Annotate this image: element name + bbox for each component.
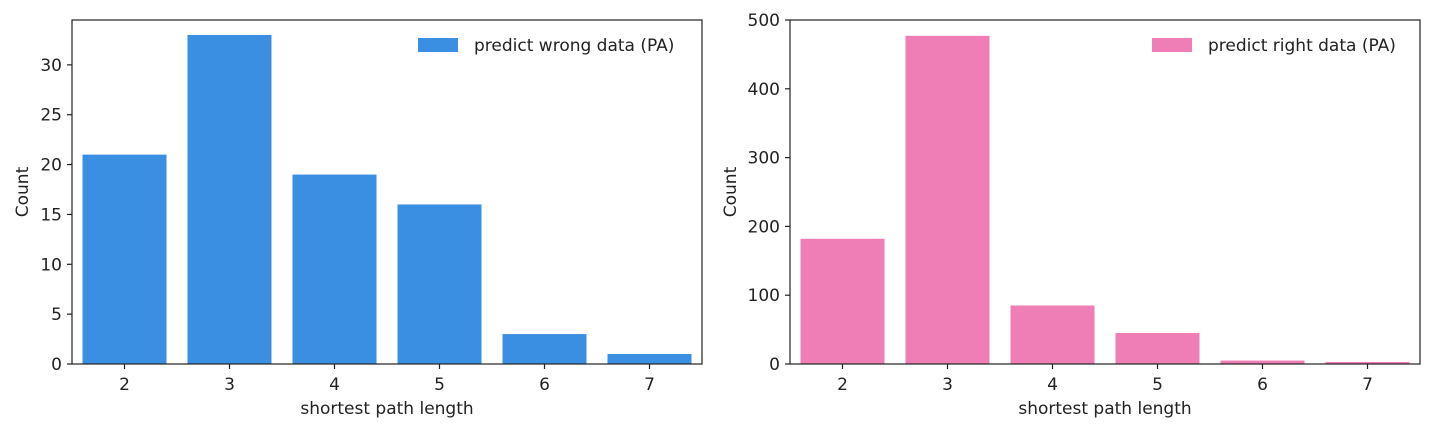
bar-7 [607,354,692,364]
x-tick-label: 6 [1257,375,1268,395]
x-tick-label: 3 [224,375,235,395]
x-tick-label: 6 [539,375,550,395]
bar-4 [292,174,377,364]
legend-label: predict wrong data (PA) [474,36,674,56]
x-tick-label: 7 [644,375,655,395]
y-tick-label: 5 [51,305,62,325]
legend: predict right data (PA) [1152,36,1396,56]
y-tick-label: 100 [748,286,780,306]
x-tick-label: 7 [1362,375,1373,395]
y-tick-label: 400 [748,80,780,100]
chart-wrong-predictions: 2 3 4 5 6 7 0 5 10 15 20 25 30 shortest path length Co… [13,19,703,419]
bar-2 [82,154,167,364]
bar-7 [1325,361,1410,364]
bar-3 [905,35,990,364]
y-axis-label: Count [721,166,741,217]
bar-4 [1010,305,1095,364]
bar-6 [1220,360,1305,364]
x-tick-label: 5 [1152,375,1163,395]
y-tick-label: 200 [748,217,780,237]
legend-swatch [1152,38,1192,52]
x-tick-label: 3 [942,375,953,395]
y-tick-label: 25 [40,106,62,126]
x-tick-label: 4 [329,375,340,395]
bar-6 [502,334,587,364]
y-tick-label: 300 [748,149,780,169]
y-axis-label: Count [13,166,33,217]
chart-right-predictions: 2 3 4 5 6 7 0 100 200 300 400 500 shortest path leng… [721,11,1421,419]
y-tick-label: 0 [769,355,780,375]
x-tick-label: 4 [1047,375,1058,395]
y-tick-label: 30 [40,56,62,76]
y-tick-label: 20 [40,156,62,176]
x-tick-label: 2 [119,375,130,395]
y-tick-label: 10 [40,255,62,275]
y-tick-label: 15 [40,205,62,225]
bar-5 [1115,333,1200,364]
x-axis-label: shortest path length [300,399,473,419]
y-tick-label: 500 [748,11,780,31]
x-tick-label: 5 [434,375,445,395]
legend-swatch [418,38,458,52]
legend: predict wrong data (PA) [418,36,674,56]
plot-frame [789,19,1421,365]
bar-5 [397,204,482,364]
bar-2 [800,238,885,364]
x-axis-label: shortest path length [1018,399,1191,419]
y-tick-label: 0 [51,355,62,375]
x-tick-label: 2 [837,375,848,395]
plot-frame [71,19,703,365]
legend-label: predict right data (PA) [1208,36,1396,56]
bar-3 [187,34,272,365]
